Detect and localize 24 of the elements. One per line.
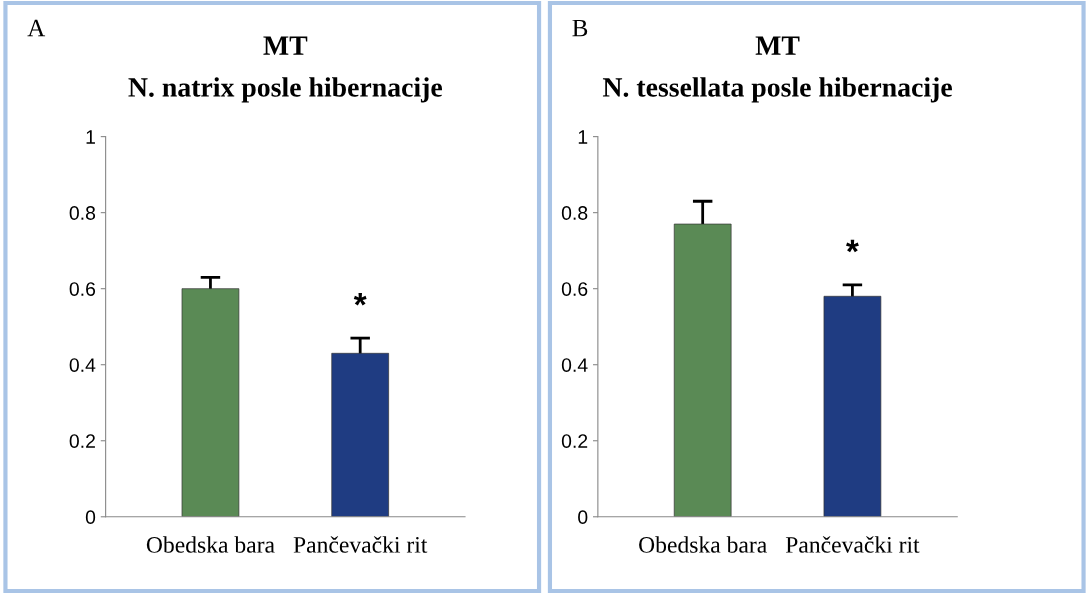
y-tick-label: 0 — [578, 510, 588, 525]
y-tick-label: 0.6 — [69, 282, 96, 296]
x-tick-label: Pančevački rit — [293, 536, 428, 553]
chart-title: MT — [263, 36, 308, 55]
y-tick-label: 0.8 — [69, 206, 96, 220]
annotation: * — [846, 239, 859, 253]
y-tick-label: 0.2 — [561, 434, 588, 448]
annotation: * — [353, 293, 367, 306]
y-tick-label: 0.6 — [561, 282, 588, 296]
chart-subtitle: N. tessellata posle hibernacije — [602, 77, 952, 103]
chart-title: MT — [755, 36, 800, 55]
y-tick-label: 0.4 — [561, 358, 588, 372]
text: A — [27, 19, 46, 37]
y-tick-label: 0.4 — [69, 358, 96, 372]
y-tick-label: 0.2 — [69, 434, 95, 448]
x-tick-label: Pančevački rit — [785, 536, 920, 553]
y-tick-label: 1 — [86, 130, 95, 144]
y-tick-label: 0 — [85, 510, 96, 525]
x-tick-label: Obedska bara — [639, 536, 767, 553]
chart-subtitle: N. natrix posle hibernacije — [128, 77, 442, 103]
y-tick-label: 0.8 — [561, 206, 588, 220]
x-tick-label: Obedska bara — [146, 536, 275, 553]
text: B — [572, 19, 588, 37]
y-tick-label: 1 — [578, 130, 588, 144]
